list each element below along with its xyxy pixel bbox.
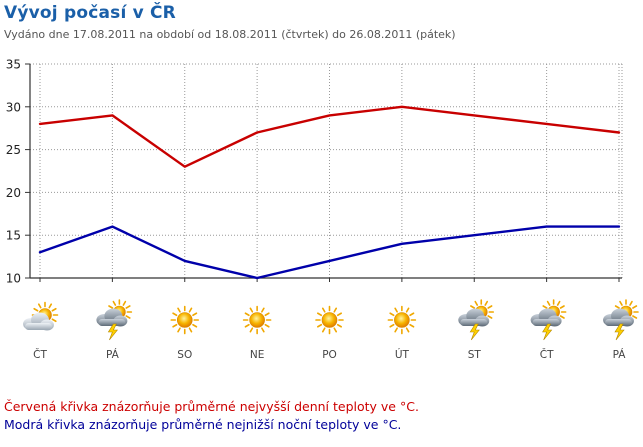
y-tick-label: 10	[6, 272, 21, 286]
weather-icons	[23, 299, 639, 341]
y-tick-label: 15	[6, 229, 21, 243]
day-label: ST	[468, 349, 482, 361]
high-temp-line	[38, 105, 621, 168]
day-label: NE	[250, 349, 265, 361]
thunderstorm-sun-icon	[603, 299, 639, 341]
low-temp-line	[38, 225, 621, 280]
day-label: SO	[177, 349, 192, 361]
chart-axes: 10 15 20 25 30 35	[6, 58, 622, 286]
thunderstorm-sun-icon	[530, 299, 567, 341]
day-label: ČT	[540, 348, 554, 361]
thunderstorm-sun-icon	[96, 299, 133, 341]
day-label: PÁ	[613, 348, 627, 361]
day-label: ČT	[33, 348, 47, 361]
legend-low-temp: Modrá křivka znázorňuje průměrné nejnižš…	[4, 417, 402, 432]
y-tick-label: 20	[6, 186, 21, 200]
thunderstorm-sun-icon	[458, 299, 495, 341]
chart-grid	[30, 63, 623, 278]
page-title: Vývoj počasí v ČR	[4, 3, 176, 23]
sun-behind-cloud-icon	[23, 301, 59, 331]
legend-high-temp: Červená křivka znázorňuje průměrné nejvy…	[4, 399, 419, 414]
sun-icon	[170, 305, 200, 335]
sun-icon	[242, 305, 272, 335]
day-label: PO	[322, 349, 337, 361]
temperature-chart: 10 15 20 25 30 35 ČT PÁ SO NE PO ÚT ST ČT PÁ	[6, 58, 639, 361]
y-tick-label: 35	[6, 58, 21, 72]
sun-icon	[387, 305, 417, 335]
sun-icon	[315, 305, 344, 335]
day-label: PÁ	[106, 348, 120, 361]
y-tick-label: 30	[6, 100, 21, 114]
forecast-period-subtitle: Vydáno dne 17.08.2011 na období od 18.08…	[4, 28, 456, 41]
day-label: ÚT	[395, 348, 410, 361]
day-labels: ČT PÁ SO NE PO ÚT ST ČT PÁ	[33, 348, 626, 361]
y-tick-label: 25	[6, 143, 21, 157]
chart-series	[38, 105, 621, 280]
